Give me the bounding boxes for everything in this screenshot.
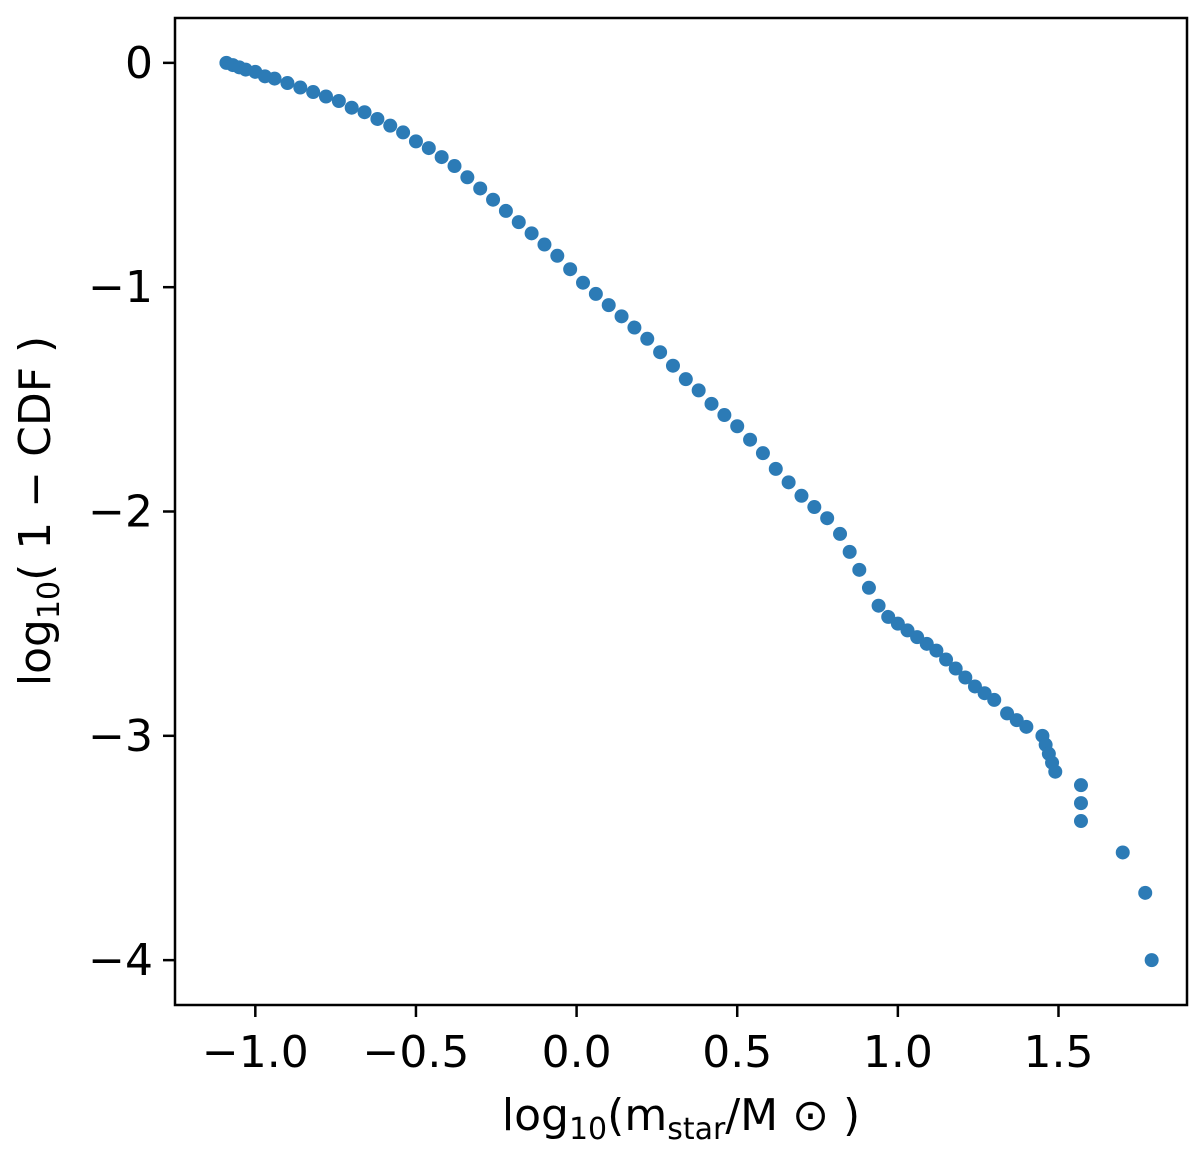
data-point (653, 345, 668, 360)
data-point (421, 141, 436, 156)
x-axis-ticks: −1.0 −0.5 0.0 0.5 1.0 1.5 (202, 1005, 1093, 1078)
y-tick-label: −4 (88, 935, 153, 986)
data-point (781, 475, 796, 490)
data-point (691, 383, 706, 398)
data-point (370, 111, 385, 126)
data-point (511, 215, 526, 230)
data-point (1073, 814, 1088, 829)
data-point (678, 372, 693, 387)
data-point (601, 298, 616, 313)
data-point (588, 286, 603, 301)
data-point (730, 419, 745, 434)
data-point (1138, 885, 1153, 900)
y-axis-ticks: 0 −1 −2 −3 −4 (88, 38, 175, 986)
data-point (383, 118, 398, 133)
data-point (755, 446, 770, 461)
data-point (852, 562, 867, 577)
data-point (306, 85, 321, 100)
data-point (1048, 764, 1063, 779)
data-point (396, 125, 411, 140)
y-tick-label: −3 (88, 711, 153, 762)
data-point (958, 670, 973, 685)
data-point (447, 159, 462, 174)
data-point (280, 76, 295, 91)
data-point (939, 652, 954, 667)
y-tick-label: 0 (125, 38, 153, 89)
x-axis-label: log10(mstar/M ⊙ ) (502, 1090, 860, 1147)
x-tick-label: 1.5 (1023, 1027, 1093, 1078)
data-point (1115, 845, 1130, 860)
y-tick-label: −2 (88, 487, 153, 538)
data-point (486, 192, 501, 207)
data-point (820, 511, 835, 526)
data-point (408, 134, 423, 149)
data-point (1144, 953, 1159, 968)
data-point (267, 71, 282, 86)
data-point (357, 105, 372, 120)
data-point (331, 93, 346, 108)
data-point (842, 544, 857, 559)
data-point (1019, 719, 1034, 734)
x-tick-label: 0.5 (702, 1027, 772, 1078)
data-point (861, 580, 876, 595)
data-point (794, 488, 809, 503)
data-point (871, 598, 886, 613)
plot-area (173, 16, 1189, 1007)
data-point (576, 275, 591, 290)
data-point (717, 408, 732, 423)
data-point (524, 226, 539, 241)
x-tick-label: −1.0 (202, 1027, 309, 1078)
data-point (344, 100, 359, 115)
data-point (318, 89, 333, 104)
data-point (640, 331, 655, 346)
data-point (948, 661, 963, 676)
x-tick-label: −0.5 (363, 1027, 470, 1078)
data-point (743, 432, 758, 447)
data-point (563, 262, 578, 277)
data-point (460, 170, 475, 185)
plot-frame (173, 16, 1189, 1007)
data-point (807, 500, 822, 515)
data-point (1073, 778, 1088, 793)
data-point (293, 80, 308, 95)
data-point (434, 150, 449, 165)
data-points (219, 55, 1159, 968)
data-point (1073, 796, 1088, 811)
data-point (537, 237, 552, 252)
x-tick-label: 0.0 (542, 1027, 612, 1078)
data-point (473, 181, 488, 196)
data-point (987, 692, 1002, 707)
data-point (768, 461, 783, 476)
data-point (550, 248, 565, 263)
data-point (929, 643, 944, 658)
data-point (498, 203, 513, 218)
data-point (627, 320, 642, 335)
data-point (704, 396, 719, 411)
data-point (614, 309, 629, 324)
x-tick-label: 1.0 (863, 1027, 933, 1078)
data-point (665, 358, 680, 373)
data-point (833, 526, 848, 541)
y-tick-label: −1 (88, 262, 153, 313)
y-axis-label: log10( 1 − CDF ) (10, 336, 67, 686)
